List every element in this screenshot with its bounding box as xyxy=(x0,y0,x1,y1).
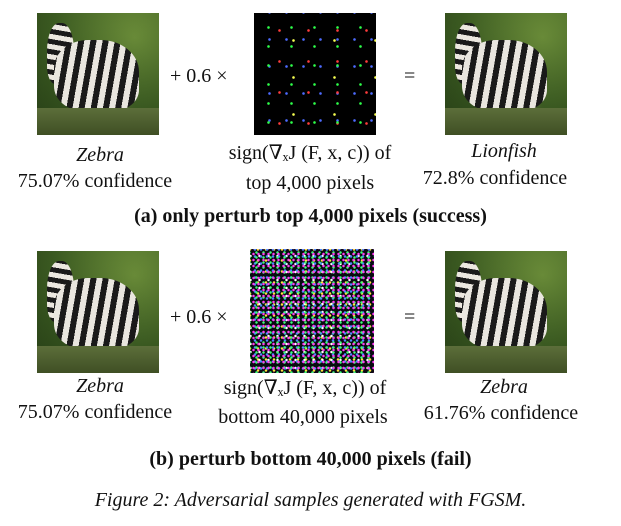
zebra-image-adversarial-b xyxy=(445,251,567,373)
perturb-desc-line1-b: sign(∇ₓJ (F, x, c)) of xyxy=(223,377,387,399)
conf-right-b: 61.76% confidence xyxy=(423,402,579,424)
equals-sign-a: = xyxy=(404,65,416,87)
perturb-desc-line1-a: sign(∇ₓJ (F, x, c)) of xyxy=(228,142,392,164)
figure-caption: Figure 2: Adversarial samples generated … xyxy=(94,489,527,511)
operator-plus-b: + 0.6 × xyxy=(170,306,228,328)
perturb-desc-line2-a: top 4,000 pixels xyxy=(245,172,375,194)
conf-left-b: 75.07% confidence xyxy=(17,401,173,423)
subcaption-a: (a) only perturb top 4,000 pixels (succe… xyxy=(134,205,487,227)
operator-plus-a: + 0.6 × xyxy=(170,65,228,87)
label-left-a: Zebra xyxy=(76,144,124,166)
perturb-desc-line2-b: bottom 40,000 pixels xyxy=(218,406,388,428)
label-left-b: Zebra xyxy=(76,375,124,397)
conf-left-a: 75.07% confidence xyxy=(17,170,173,192)
perturbation-image-a xyxy=(254,13,376,135)
zebra-image-adversarial-a xyxy=(445,13,567,135)
zebra-image-original-a xyxy=(37,13,159,135)
subcaption-b: (b) perturb bottom 40,000 pixels (fail) xyxy=(149,448,472,470)
label-right-b: Zebra xyxy=(480,376,528,398)
equals-sign-b: = xyxy=(404,306,416,328)
zebra-image-original-b xyxy=(37,251,159,373)
conf-right-a: 72.8% confidence xyxy=(422,167,568,189)
perturbation-image-b xyxy=(250,249,374,373)
label-right-a: Lionfish xyxy=(471,140,537,162)
